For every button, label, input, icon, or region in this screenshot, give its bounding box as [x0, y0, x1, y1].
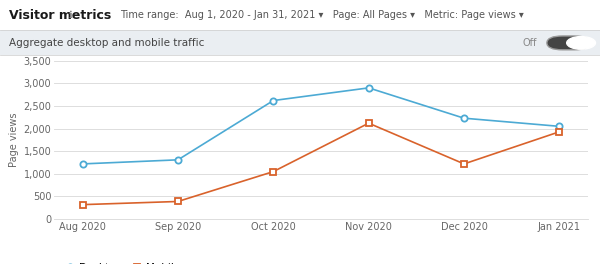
Text: Aggregate desktop and mobile traffic: Aggregate desktop and mobile traffic [9, 38, 205, 48]
Circle shape [567, 36, 595, 49]
FancyBboxPatch shape [547, 36, 590, 50]
Text: Visitor metrics: Visitor metrics [9, 9, 111, 22]
Legend: Desktop, Mobile: Desktop, Mobile [59, 259, 185, 264]
Text: Off: Off [523, 38, 537, 48]
Y-axis label: Page views: Page views [9, 113, 19, 167]
Text: ℹ: ℹ [69, 10, 73, 20]
Text: Time range:  Aug 1, 2020 - Jan 31, 2021 ▾   Page: All Pages ▾   Metric: Page vie: Time range: Aug 1, 2020 - Jan 31, 2021 ▾… [120, 10, 524, 20]
